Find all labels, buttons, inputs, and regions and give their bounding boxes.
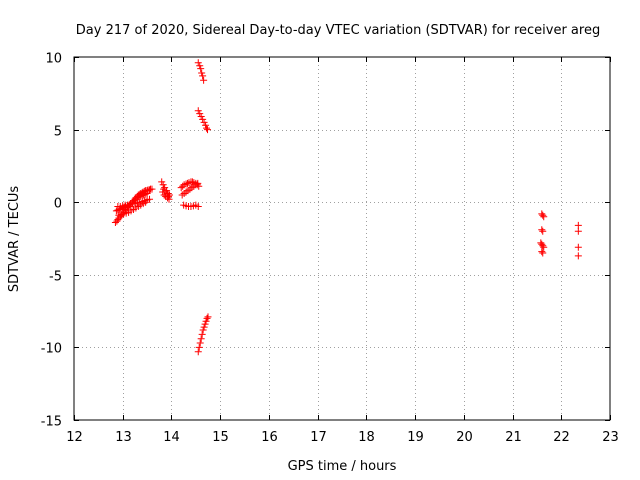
x-tick-label: 18 xyxy=(358,430,375,445)
y-axis-label: SDTVAR / TECUs xyxy=(7,186,22,293)
series-track-lower xyxy=(194,313,212,356)
data-point xyxy=(203,314,211,322)
x-tick-label: 23 xyxy=(602,430,619,445)
series-cluster-a xyxy=(111,185,156,227)
data-point xyxy=(196,339,204,347)
series-cluster-d xyxy=(537,210,548,257)
data-point xyxy=(202,121,210,129)
data-points xyxy=(111,59,582,356)
data-point xyxy=(574,227,582,235)
x-tick-label: 15 xyxy=(212,430,229,445)
y-tick-label: -5 xyxy=(49,270,62,285)
x-tick-label: 21 xyxy=(505,430,522,445)
series-cluster-b xyxy=(158,178,174,203)
grid xyxy=(74,57,610,420)
plot-frame xyxy=(73,56,611,421)
data-point xyxy=(539,227,547,235)
axis-ticks xyxy=(74,57,611,421)
data-point xyxy=(184,179,192,187)
data-point xyxy=(177,184,185,192)
data-point xyxy=(540,243,548,251)
y-tick-label: 0 xyxy=(54,197,62,212)
data-point xyxy=(165,192,173,200)
data-point xyxy=(200,76,208,84)
data-point xyxy=(199,72,207,80)
data-point xyxy=(112,207,120,215)
data-point xyxy=(194,59,202,67)
data-point xyxy=(142,198,150,206)
data-point xyxy=(538,248,546,256)
data-point xyxy=(143,189,151,197)
data-point xyxy=(197,335,205,343)
data-point xyxy=(538,226,546,234)
data-point xyxy=(198,69,206,77)
y-tick-label: 10 xyxy=(45,52,62,67)
data-point xyxy=(135,193,143,201)
y-tick-label: 5 xyxy=(54,125,62,140)
data-point xyxy=(574,252,582,260)
y-tick-label: -10 xyxy=(41,342,62,357)
data-point xyxy=(196,110,204,118)
x-tick-label: 13 xyxy=(115,430,132,445)
data-point xyxy=(199,115,207,123)
data-point xyxy=(163,189,171,197)
data-point xyxy=(182,180,190,188)
data-point xyxy=(194,348,202,356)
data-point xyxy=(202,317,210,325)
x-tick-label: 14 xyxy=(163,430,180,445)
series-cluster-e xyxy=(574,221,582,260)
x-tick-labels: 12 13 14 15 16 17 18 19 20 21 22 23 xyxy=(66,430,619,445)
data-point xyxy=(158,178,166,186)
data-point xyxy=(574,243,582,251)
data-point xyxy=(198,330,206,338)
data-point xyxy=(194,107,202,115)
data-point xyxy=(201,320,209,328)
data-point xyxy=(199,326,207,334)
data-point xyxy=(194,203,202,211)
data-point xyxy=(148,185,156,193)
chart-title: Day 217 of 2020, Sidereal Day-to-day VTE… xyxy=(76,23,600,38)
data-point xyxy=(197,65,205,73)
data-point xyxy=(200,323,208,331)
x-tick-label: 20 xyxy=(456,430,473,445)
data-point xyxy=(203,124,211,132)
x-tick-label: 17 xyxy=(310,430,327,445)
x-tick-label: 19 xyxy=(407,430,424,445)
data-point xyxy=(539,249,547,257)
series-track-upper xyxy=(194,59,212,134)
x-tick-label: 22 xyxy=(553,430,570,445)
series-cluster-c xyxy=(177,178,203,211)
data-point xyxy=(160,185,168,193)
data-point xyxy=(204,313,212,321)
data-point xyxy=(140,191,148,199)
data-point xyxy=(195,343,203,351)
data-point xyxy=(200,118,208,126)
data-point xyxy=(540,213,548,221)
y-tick-label: -15 xyxy=(41,415,62,430)
x-tick-label: 16 xyxy=(261,430,278,445)
data-point xyxy=(539,211,547,219)
x-tick-label: 12 xyxy=(66,430,83,445)
data-point xyxy=(539,242,547,250)
data-point xyxy=(146,195,154,203)
x-axis-label: GPS time / hours xyxy=(288,459,397,474)
data-point xyxy=(197,113,205,121)
data-point xyxy=(194,179,202,187)
data-point xyxy=(204,126,212,134)
y-tick-labels: -15 -10 -5 0 5 10 xyxy=(41,52,62,430)
data-point xyxy=(196,62,204,70)
